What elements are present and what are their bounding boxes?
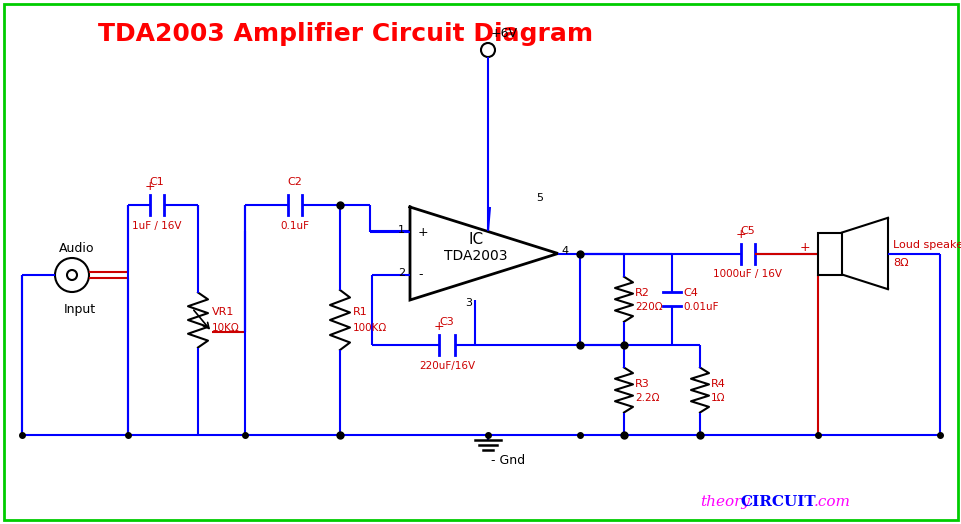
- Text: +: +: [735, 228, 746, 242]
- Text: R4: R4: [710, 379, 726, 389]
- Text: 1Ω: 1Ω: [710, 393, 725, 403]
- Text: - Gnd: - Gnd: [490, 454, 525, 467]
- Text: .com: .com: [813, 495, 850, 509]
- Text: 1: 1: [398, 225, 405, 235]
- Text: C5: C5: [740, 225, 754, 235]
- Text: +: +: [144, 180, 155, 193]
- Text: +: +: [799, 241, 809, 254]
- Text: theory: theory: [700, 495, 750, 509]
- Text: R1: R1: [353, 307, 367, 317]
- Text: +: +: [433, 320, 444, 333]
- Text: 4: 4: [560, 246, 568, 257]
- Text: -: -: [418, 268, 422, 281]
- Text: Input: Input: [64, 303, 96, 316]
- Text: C2: C2: [287, 177, 302, 187]
- Text: 1000uF / 16V: 1000uF / 16V: [713, 269, 781, 279]
- Text: TDA2003: TDA2003: [444, 248, 507, 263]
- Text: 2.2Ω: 2.2Ω: [634, 393, 659, 403]
- Text: 3: 3: [464, 298, 472, 308]
- Text: +6V: +6V: [490, 27, 517, 40]
- Text: 220uF/16V: 220uF/16V: [418, 361, 475, 371]
- Text: R2: R2: [634, 288, 650, 298]
- Text: R3: R3: [634, 379, 649, 389]
- Text: 2: 2: [398, 268, 405, 278]
- Bar: [817, 233, 841, 275]
- Text: C1: C1: [150, 177, 164, 187]
- Text: VR1: VR1: [211, 307, 234, 317]
- Text: IC: IC: [468, 232, 483, 247]
- Text: 100KΩ: 100KΩ: [353, 323, 387, 333]
- Text: C3: C3: [439, 317, 454, 327]
- Text: C4: C4: [682, 288, 697, 298]
- Text: 220Ω: 220Ω: [634, 302, 662, 312]
- Text: Audio: Audio: [59, 242, 94, 255]
- Text: 10KΩ: 10KΩ: [211, 323, 239, 333]
- Text: CIRCUIT: CIRCUIT: [739, 495, 815, 509]
- Text: TDA2003 Amplifier Circuit Diagram: TDA2003 Amplifier Circuit Diagram: [98, 22, 593, 46]
- Text: 0.1uF: 0.1uF: [281, 221, 309, 231]
- Text: 0.01uF: 0.01uF: [682, 302, 718, 312]
- Text: 1uF / 16V: 1uF / 16V: [132, 221, 182, 231]
- Text: 5: 5: [535, 193, 542, 203]
- Text: +: +: [418, 226, 429, 238]
- Text: 8Ω: 8Ω: [892, 258, 908, 268]
- Text: Loud speaker: Loud speaker: [892, 241, 961, 250]
